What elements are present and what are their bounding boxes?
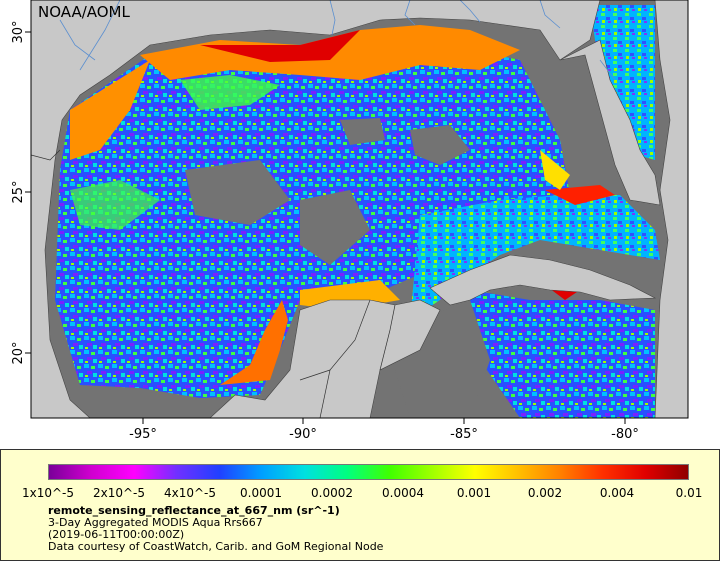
cb-tick-0: 1x10^-5	[21, 486, 75, 500]
rivers	[59, 0, 616, 81]
source-label: NOAA/AOML	[38, 3, 130, 21]
lon-label-85: -85°	[450, 427, 478, 442]
cb-tick-2: 4x10^-5	[163, 486, 217, 500]
land-masses	[31, 0, 688, 418]
lon-label-90: -90°	[289, 427, 317, 442]
cb-tick-8: 0.004	[599, 486, 635, 500]
dataset-description: 3-Day Aggregated MODIS Aqua Rrs667	[48, 516, 263, 529]
cb-tick-3: 0.0001	[240, 486, 282, 500]
country-borders	[31, 149, 396, 418]
map-panel: -95° -90° -85° -80° 30° 25° 20° NOAA/AOM…	[11, 0, 689, 442]
variable-name: remote_sensing_reflectance_at_667_nm (sr…	[48, 504, 340, 517]
lat-label-30: 30°	[11, 20, 26, 43]
gulf-of-mexico-map: -95° -90° -85° -80° 30° 25° 20°	[11, 0, 689, 442]
cb-tick-4: 0.0002	[311, 486, 353, 500]
lon-ticks	[142, 418, 626, 424]
legend-metadata: remote_sensing_reflectance_at_667_nm (sr…	[48, 505, 383, 553]
lon-label-80: -80°	[611, 427, 639, 442]
cb-tick-5: 0.0004	[382, 486, 424, 500]
dataset-date: (2019-06-11T00:00:00Z)	[48, 528, 185, 541]
lon-label-95: -95°	[129, 427, 157, 442]
legend-panel: 1x10^-5 2x10^-5 4x10^-5 0.0001 0.0002 0.…	[0, 449, 720, 561]
lat-label-25: 25°	[11, 180, 26, 203]
lat-label-20: 20°	[11, 341, 26, 364]
colorbar	[48, 464, 689, 480]
lat-ticks	[25, 31, 31, 354]
map-frame-border	[30, 0, 689, 419]
cb-tick-7: 0.002	[527, 486, 563, 500]
data-credit: Data courtesy of CoastWatch, Carib. and …	[48, 540, 384, 553]
cb-tick-6: 0.001	[456, 486, 492, 500]
cb-tick-9: 0.01	[675, 486, 703, 500]
cb-tick-1: 2x10^-5	[92, 486, 146, 500]
